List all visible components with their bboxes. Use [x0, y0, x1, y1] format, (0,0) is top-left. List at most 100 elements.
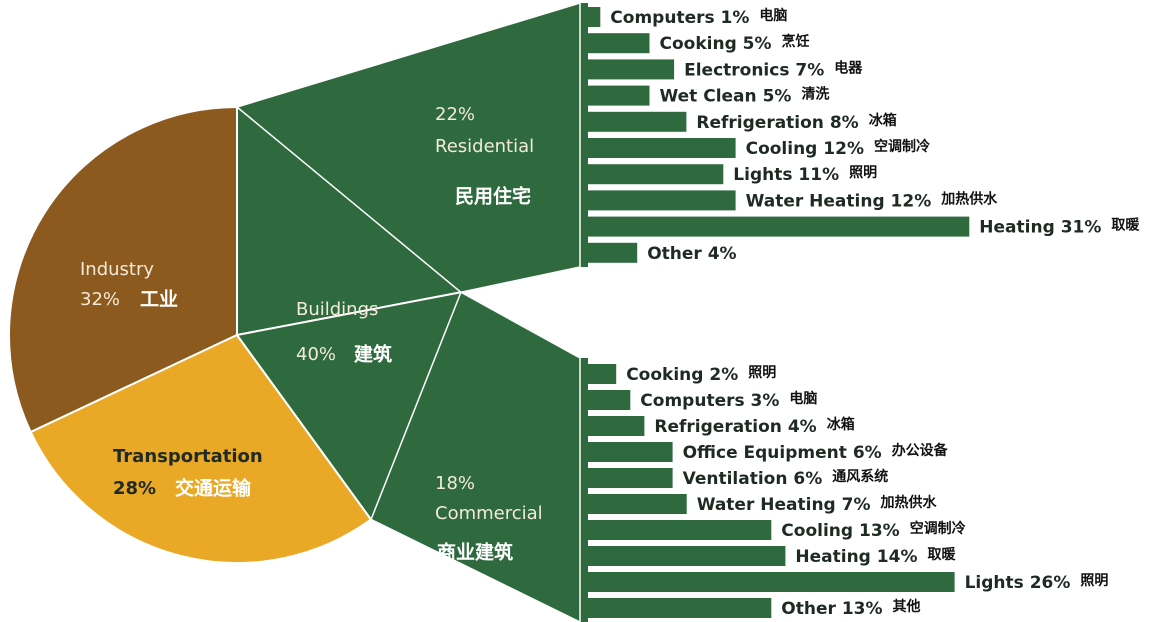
slice-label: Buildings: [296, 299, 378, 320]
sub-label: Residential: [435, 136, 534, 157]
bar-category: Ventilation: [683, 469, 788, 489]
bar-value: 5%: [743, 34, 772, 54]
bar-value: 11%: [798, 165, 839, 185]
bar-value: 6%: [853, 443, 882, 463]
bar-label: Water Heating 12%: [746, 191, 932, 211]
bar-category: Wet Clean: [660, 87, 757, 107]
bar-category: Electronics: [684, 60, 789, 80]
bar-label-zh: 清洗: [801, 86, 829, 103]
bar-label: Heating 14%: [795, 547, 917, 567]
bar-value: 7%: [795, 60, 824, 80]
bar-label-zh: 空调制冷: [910, 520, 966, 537]
bar-value: 4%: [708, 244, 737, 264]
bar-category: Water Heating: [746, 191, 885, 211]
bar-value: 31%: [1061, 218, 1102, 238]
bar: [588, 111, 687, 132]
bar-label: Water Heating 7%: [697, 495, 871, 515]
bar-label-zh: 照明: [748, 365, 776, 381]
bar: [588, 7, 601, 27]
bar-label-zh: 加热供水: [880, 494, 938, 511]
bar: [588, 364, 617, 384]
bar-category: Refrigeration: [654, 417, 782, 437]
bar-category: Water Heating: [697, 495, 836, 515]
bar-category: Other: [781, 599, 836, 619]
bar-value: 14%: [877, 547, 918, 567]
bar-label: Lights 11%: [733, 165, 839, 185]
bar-category: Computers: [610, 8, 714, 28]
bar: [588, 546, 786, 566]
residential-strip: [580, 3, 588, 267]
bar-category: Cooling: [746, 139, 818, 159]
bar-label: Lights 26%: [965, 573, 1071, 593]
bar-value: 7%: [842, 495, 871, 515]
bar-label-zh: 取暖: [1111, 217, 1140, 234]
bar-category: Office Equipment: [683, 443, 847, 463]
slice-label: Transportation: [113, 446, 263, 467]
bar-label: Computers 3%: [640, 391, 779, 411]
slice-label-zh: 交通运输: [175, 477, 252, 500]
bar-value: 13%: [859, 521, 900, 541]
bar-label-zh: 电脑: [789, 390, 817, 407]
bar-label: Office Equipment 6%: [683, 443, 882, 463]
bar-value: 12%: [891, 191, 932, 211]
bar-label-zh: 冰箱: [869, 112, 897, 129]
bar-value: 5%: [763, 87, 792, 107]
bar-label: Ventilation 6%: [683, 469, 823, 489]
bar: [588, 138, 736, 158]
bar-label-zh: 照明: [1080, 573, 1108, 589]
bar: [588, 598, 772, 618]
sub-label-zh: 商业建筑: [437, 541, 513, 564]
bar-value: 13%: [842, 599, 883, 619]
bar-category: Computers: [640, 391, 744, 411]
funnel: [235, 1, 581, 294]
sub-label-zh: 民用住宅: [455, 185, 531, 208]
bar-label: Cooling 13%: [781, 521, 899, 541]
bar-label-zh: 通风系统: [832, 468, 888, 485]
sub-value: 18%: [435, 473, 475, 494]
bar-label-zh: 照明: [849, 165, 877, 181]
bar-label: Wet Clean 5%: [660, 87, 792, 107]
bar: [588, 85, 650, 106]
slice-label-zh: 工业: [140, 289, 178, 311]
slice-value: 32%: [80, 289, 120, 310]
bar: [588, 468, 673, 488]
bar-label-zh: 冰箱: [827, 416, 855, 433]
bar-label: Computers 1%: [610, 8, 749, 28]
bar: [588, 442, 673, 462]
bar-value: 2%: [709, 365, 738, 385]
pie-slice: [29, 333, 373, 564]
slice-value: 28%: [113, 478, 156, 499]
bar-category: Refrigeration: [696, 113, 824, 133]
bar-category: Cooking: [626, 365, 703, 385]
sub-value: 22%: [435, 104, 475, 125]
bar-category: Heating: [795, 547, 870, 567]
bar-label: Heating 31%: [979, 218, 1101, 238]
commercial-strip: [580, 358, 588, 622]
bar: [588, 390, 631, 410]
bar-label-zh: 取暖: [927, 546, 956, 563]
funnel: [370, 291, 581, 622]
bar-label: Cooking 2%: [626, 365, 738, 385]
bar-category: Cooling: [781, 521, 853, 541]
bar-label: Other 4%: [647, 244, 736, 264]
bar-label-zh: 其他: [893, 598, 921, 615]
sub-label: Commercial: [435, 503, 543, 524]
bar-label-zh: 加热供水: [940, 190, 998, 207]
bar: [588, 494, 687, 514]
bar-value: 4%: [788, 417, 817, 437]
bar-label: Electronics 7%: [684, 60, 824, 80]
bar-label-zh: 办公设备: [892, 442, 949, 459]
bar: [588, 33, 650, 54]
bar: [588, 242, 638, 263]
bar: [588, 59, 675, 80]
slice-label-zh: 建筑: [354, 343, 392, 366]
bar-value: 6%: [793, 469, 822, 489]
bar-category: Cooking: [660, 34, 737, 54]
bar-category: Lights: [965, 573, 1024, 593]
bar-category: Lights: [733, 165, 792, 185]
bar-label-zh: 空调制冷: [874, 138, 930, 155]
bar-value: 8%: [830, 113, 859, 133]
bar-label: Refrigeration 4%: [654, 417, 816, 437]
bar-value: 26%: [1030, 573, 1071, 593]
